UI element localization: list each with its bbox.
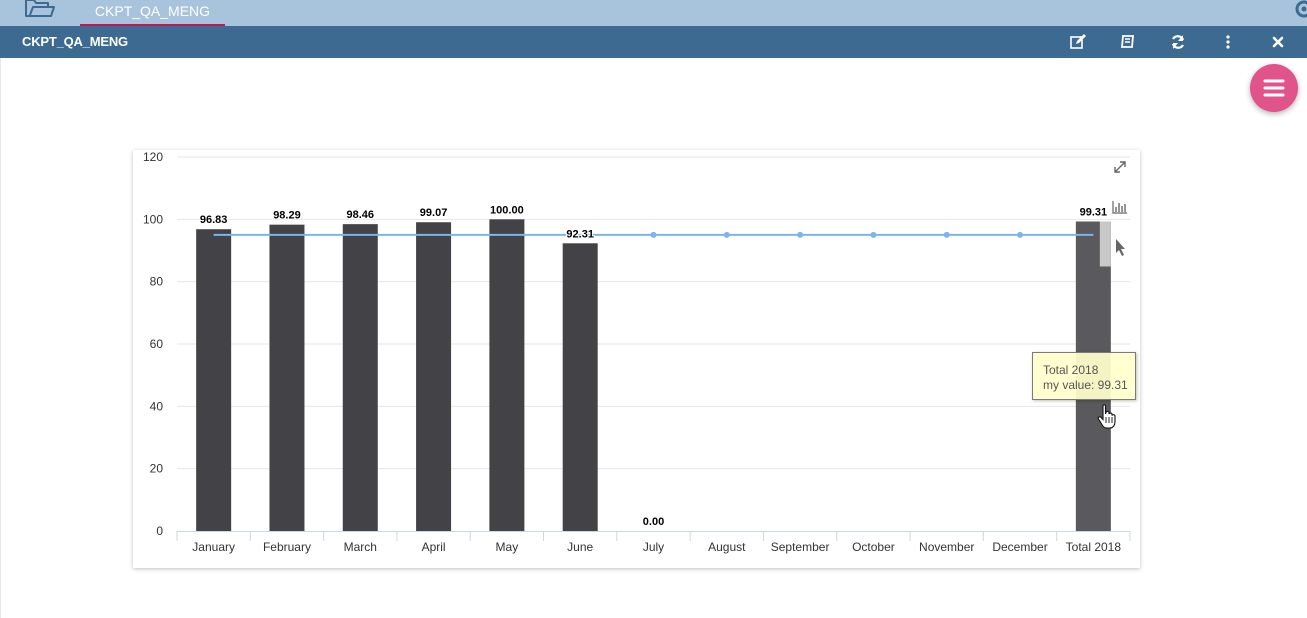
x-tick-label: August	[708, 540, 746, 554]
x-tick-label: September	[771, 540, 830, 554]
data-label: 92.31	[566, 228, 594, 240]
window-titlebar: CKPT_QA_MENG	[0, 26, 1307, 58]
y-tick-label: 40	[150, 399, 164, 413]
left-border	[0, 58, 1, 618]
data-label: 99.31	[1080, 206, 1108, 218]
hand-cursor-icon	[1097, 404, 1116, 429]
bar-february[interactable]	[269, 224, 305, 531]
y-tick-label: 60	[150, 337, 164, 351]
tooltip-value: my value: 99.31	[1043, 378, 1128, 392]
folder-open-icon[interactable]	[24, 0, 56, 20]
x-tick-label: November	[919, 540, 974, 554]
data-label: 99.07	[420, 207, 448, 219]
y-tick-label: 20	[150, 462, 164, 476]
target-point[interactable]	[1017, 231, 1024, 238]
data-label: 98.29	[273, 210, 301, 222]
data-label: 96.83	[200, 214, 228, 226]
y-tick-label: 0	[156, 524, 163, 538]
bar-june[interactable]	[562, 243, 598, 531]
y-tick-label: 100	[143, 212, 163, 226]
expand-icon[interactable]	[1114, 161, 1126, 173]
data-label: 98.46	[347, 209, 375, 221]
refresh-icon[interactable]	[1168, 32, 1188, 52]
book-icon[interactable]	[1118, 32, 1138, 52]
x-tick-label: March	[344, 540, 377, 554]
data-label: 0.00	[643, 516, 664, 528]
more-vertical-icon[interactable]	[1218, 32, 1238, 52]
chart-type-icon[interactable]	[1112, 201, 1127, 214]
tab-bar: CKPT_QA_MENG	[0, 0, 1307, 26]
y-tick-label: 120	[143, 150, 163, 164]
x-tick-label: June	[567, 540, 593, 554]
x-tick-label: May	[496, 540, 519, 554]
target-point[interactable]	[943, 231, 950, 238]
edit-icon[interactable]	[1068, 32, 1088, 52]
x-tick-label: January	[192, 540, 235, 554]
x-tick-label: Total 2018	[1066, 540, 1122, 554]
data-label: 100.00	[490, 204, 524, 216]
bar-chart[interactable]: 0 20 40 60 80 100 120 96.83 98.29 98.46 99.07 100.…	[133, 150, 1140, 568]
x-tick-label: July	[643, 540, 664, 554]
close-icon[interactable]	[1268, 32, 1288, 52]
target-point[interactable]	[723, 231, 730, 238]
y-tick-label: 80	[150, 275, 164, 289]
bar-march[interactable]	[342, 224, 378, 531]
menu-fab-button[interactable]	[1250, 64, 1298, 112]
hover-highlight	[1099, 221, 1111, 267]
target-point[interactable]	[650, 231, 657, 238]
bar-april[interactable]	[416, 222, 452, 531]
pointer-icon[interactable]	[1116, 239, 1125, 256]
menu-icon	[1263, 79, 1285, 97]
window-title: CKPT_QA_MENG	[22, 34, 128, 49]
chart-card: 0 20 40 60 80 100 120 96.83 98.29 98.46 99.07 100.…	[133, 150, 1140, 568]
target-point[interactable]	[797, 231, 804, 238]
settings-icon[interactable]	[1295, 0, 1307, 18]
target-point[interactable]	[870, 231, 877, 238]
tooltip-title: Total 2018	[1043, 363, 1099, 377]
bar-may[interactable]	[489, 219, 525, 531]
x-tick-label: October	[852, 540, 895, 554]
x-tick-label: February	[263, 540, 311, 554]
tab-ckpt-qa-meng[interactable]: CKPT_QA_MENG	[80, 0, 225, 26]
x-tick-label: April	[422, 540, 446, 554]
bar-january[interactable]	[196, 229, 232, 531]
chart-tooltip: Total 2018 my value: 99.31	[1032, 352, 1136, 400]
x-tick-label: December	[992, 540, 1047, 554]
